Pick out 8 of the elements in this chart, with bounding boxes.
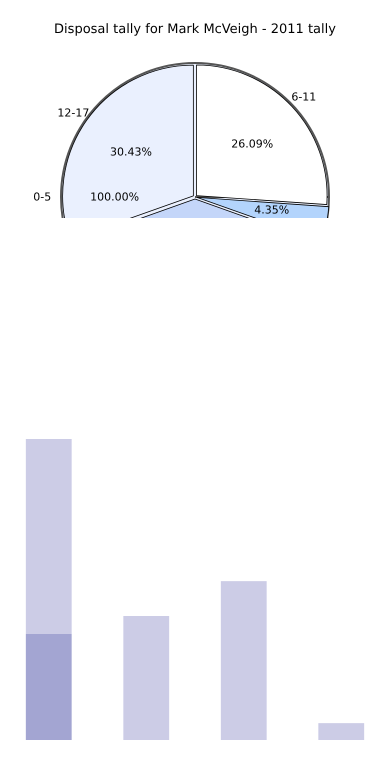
slice-label: 12-17 (57, 106, 90, 120)
data-label: 30.43% (110, 145, 152, 158)
chart-title: Disposal tally for Mark McVeigh - 2011 tally (53, 22, 337, 37)
data-label: 26.09% (231, 137, 274, 150)
slice-label: 6-11 (291, 90, 316, 104)
data-label: 100.00% (90, 190, 140, 204)
data-label: 4.35% (254, 204, 290, 216)
slice-label: 0-5 (33, 190, 52, 204)
